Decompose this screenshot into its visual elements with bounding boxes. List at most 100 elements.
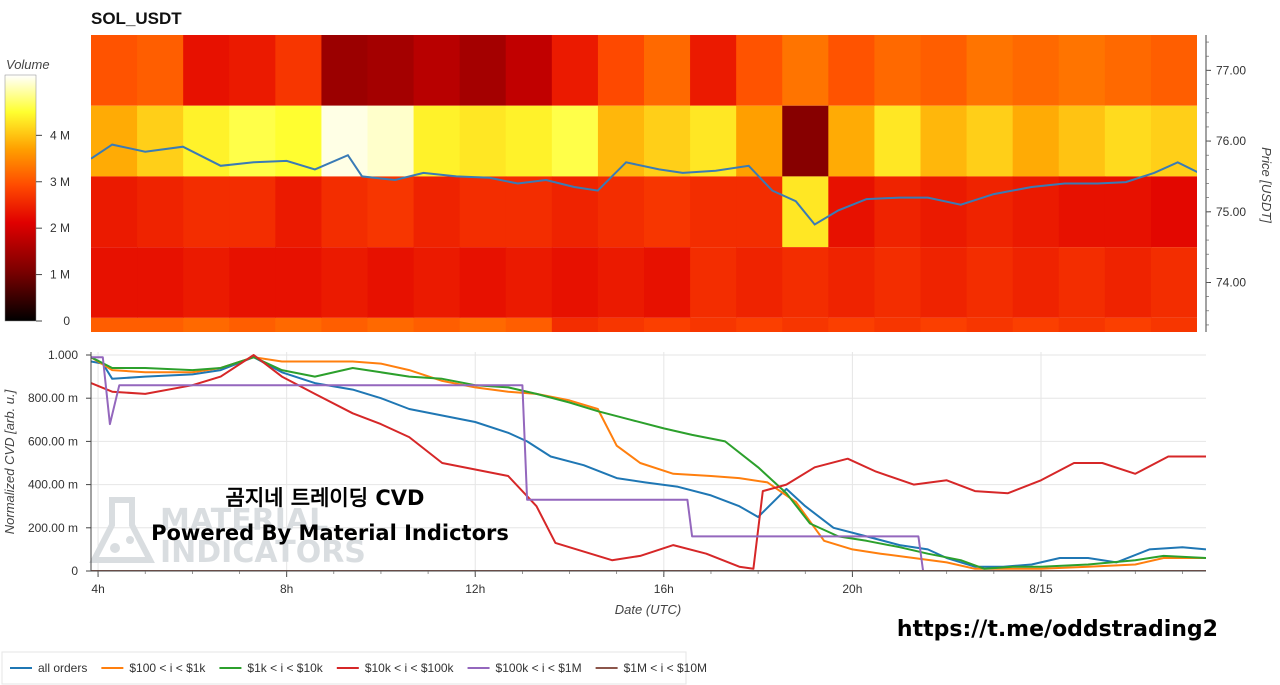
heat-cell: [229, 247, 276, 318]
heat-cell: [275, 35, 323, 106]
heat-cell: [183, 105, 230, 177]
cvd-y-tick-label: 200.00 m: [28, 521, 78, 535]
heat-cell: [874, 317, 922, 332]
heat-cell: [367, 35, 415, 106]
heat-cell: [966, 105, 1014, 177]
heat-cell: [183, 247, 230, 318]
price-tick-label: 75.00: [1216, 205, 1246, 219]
heat-cell: [367, 105, 415, 177]
heat-cell: [966, 247, 1014, 318]
heat-cell: [1058, 247, 1106, 318]
heat-cell: [137, 35, 184, 106]
heat-cell: [413, 35, 461, 106]
heat-cell: [505, 247, 553, 318]
colorbar-tick-label: 4 M: [50, 128, 70, 142]
legend-entry[interactable]: all orders: [10, 661, 87, 675]
cvd-x-tick-label: 4h: [91, 582, 104, 596]
heat-cell: [690, 35, 737, 106]
heat-cell: [459, 176, 507, 248]
colorbar-ticks: 0 1 M 2 M 3 M 4 M: [36, 128, 70, 328]
heat-cell: [1150, 247, 1197, 318]
heat-cell: [1150, 317, 1197, 332]
legend-entry[interactable]: $1M < i < $10M: [595, 661, 707, 675]
legend-entry[interactable]: $100k < i < $1M: [467, 661, 582, 675]
heat-cell: [459, 247, 507, 318]
heat-cell: [183, 176, 230, 248]
heat-cell: [413, 247, 461, 318]
watermark-logo: MATERIAL INDICATORS: [89, 497, 366, 570]
heat-cell: [321, 176, 369, 248]
heat-cell: [551, 317, 599, 332]
heat-cell: [413, 105, 461, 177]
legend-entry[interactable]: $1k < i < $10k: [219, 661, 324, 675]
heat-cell: [597, 317, 645, 332]
cvd-series-line: [91, 354, 1206, 570]
price-axis-label: Price [USDT]: [1259, 147, 1274, 223]
heat-cell: [229, 176, 276, 248]
heat-cell: [413, 176, 461, 248]
cvd-plot-area: [91, 352, 1206, 571]
heat-cell: [505, 176, 553, 248]
cvd-y-label: Normalized CVD [arb. u.]: [2, 389, 17, 534]
heat-cell: [91, 35, 138, 106]
cvd-y-tick-label: 1.000: [48, 348, 78, 362]
heat-cell: [874, 105, 922, 177]
heat-cell: [736, 247, 783, 318]
heat-cell: [229, 317, 276, 332]
cvd-x-tick-label: 8/15: [1029, 582, 1053, 596]
heat-cell: [920, 176, 968, 248]
legend-label: $10k < i < $100k: [365, 661, 455, 675]
heat-cell: [137, 247, 184, 318]
price-tick-label: 74.00: [1216, 276, 1246, 290]
heat-cell: [459, 105, 507, 177]
legend-label: all orders: [38, 661, 87, 675]
heat-cell: [413, 317, 461, 332]
heat-cell: [690, 317, 737, 332]
heat-cell: [828, 317, 876, 332]
heat-cell: [91, 176, 138, 248]
heat-cell: [229, 105, 276, 177]
cvd-y-tick-label: 800.00 m: [28, 391, 78, 405]
price-tick-label: 76.00: [1216, 134, 1246, 148]
heat-cell: [597, 35, 645, 106]
legend-entry[interactable]: $100 < i < $1k: [101, 661, 206, 675]
heat-cell: [137, 176, 184, 248]
heat-cell: [828, 35, 876, 106]
heat-cell: [828, 247, 876, 318]
watermark-indicators: INDICATORS: [160, 535, 366, 570]
heat-cell: [183, 35, 230, 106]
heat-cell: [1012, 105, 1060, 177]
heat-cell: [736, 105, 783, 177]
telegram-link[interactable]: https://t.me/oddstrading2: [897, 617, 1218, 642]
heat-cell: [920, 105, 968, 177]
heat-cell: [966, 317, 1014, 332]
overlay-powered-by: Powered By Material Indictors: [151, 521, 509, 545]
heat-cell: [1058, 317, 1106, 332]
heat-cell: [551, 247, 599, 318]
colorbar-tick-label: 2 M: [50, 221, 70, 235]
legend-label: $1k < i < $10k: [247, 661, 323, 675]
cvd-y-tick-label: 400.00 m: [28, 478, 78, 492]
heat-cell: [1150, 35, 1197, 106]
heat-cell: [551, 35, 599, 106]
heat-cell: [966, 176, 1014, 248]
heat-cell: [367, 317, 415, 332]
chart-title: SOL_USDT: [91, 9, 182, 28]
heat-cell: [920, 247, 968, 318]
heat-cell: [874, 35, 922, 106]
legend-label: $100k < i < $1M: [496, 661, 582, 675]
heat-cell: [1150, 176, 1197, 248]
heat-cell: [321, 247, 369, 318]
heat-cell: [321, 317, 369, 332]
legend-entry[interactable]: $10k < i < $100k: [336, 661, 455, 675]
heat-cell: [1012, 317, 1060, 332]
heat-cell: [644, 317, 691, 332]
heat-cell: [736, 317, 783, 332]
cvd-x-tick-label: 12h: [465, 582, 485, 596]
heat-cell: [1012, 247, 1060, 318]
heat-cell: [644, 105, 691, 177]
cvd-x-tick-label: 16h: [654, 582, 674, 596]
cvd-x-tick-label: 20h: [842, 582, 862, 596]
legend-label: $1M < i < $10M: [624, 661, 707, 675]
